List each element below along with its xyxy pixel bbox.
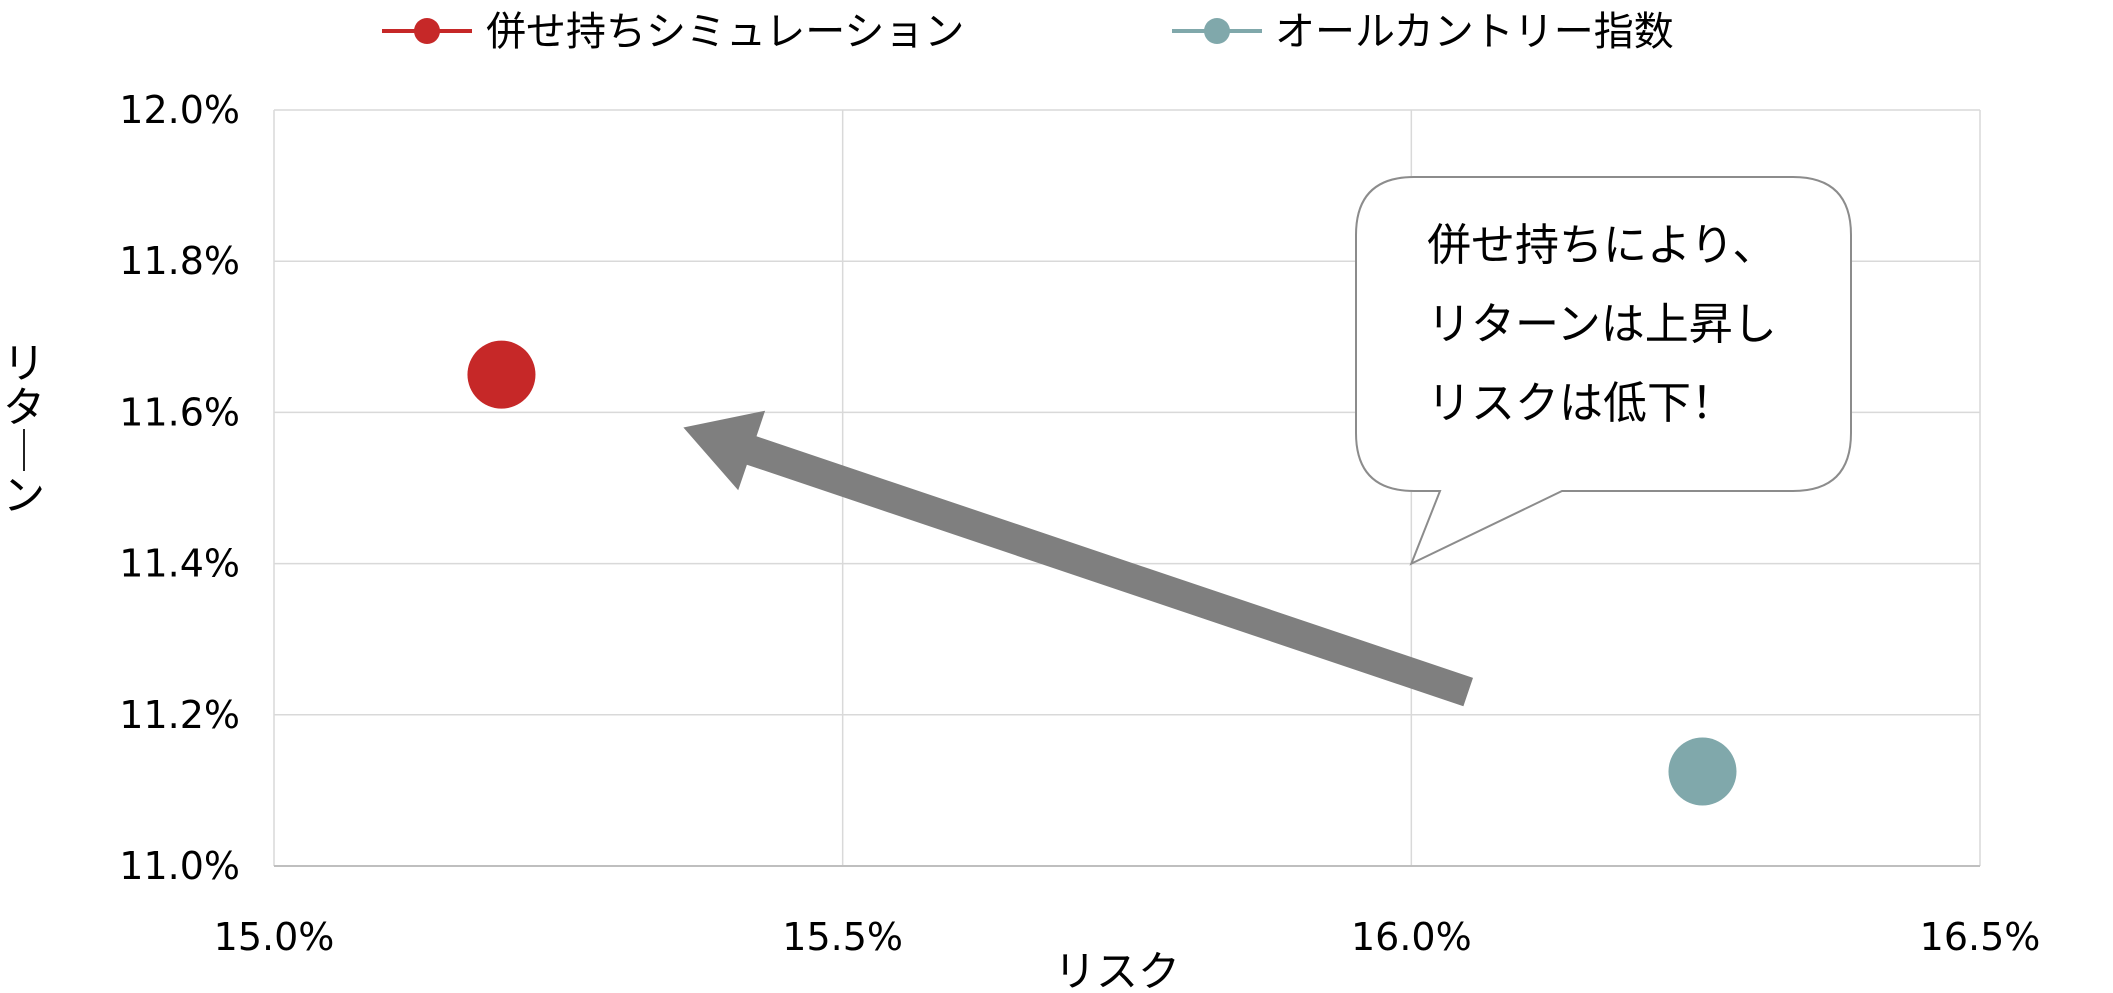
x-tick-label: 16.0%: [1351, 915, 1472, 959]
legend-marker: [1204, 18, 1230, 44]
callout-bubble: [1355, 176, 1852, 566]
simulation-point: [467, 340, 536, 409]
x-tick-label: 16.5%: [1920, 915, 2041, 959]
y-tick-label: 11.6%: [119, 390, 240, 434]
x-axis-title: リスク: [1054, 947, 1180, 993]
all-country-index-point: [1668, 737, 1737, 806]
y-axis-title: リタ｜ン: [3, 339, 45, 520]
y-tick-label: 12.0%: [119, 88, 240, 132]
y-tick-label: 11.0%: [119, 844, 240, 888]
legend-marker: [414, 18, 440, 44]
y-tick-label: 11.8%: [119, 239, 240, 283]
legend-item: オールカントリー指数: [1172, 9, 1674, 55]
x-tick-label: 15.5%: [782, 915, 903, 959]
axis-layer: 11.0% 11.2% 11.4% 11.6% 11.8% 12.0% 15.0% 15.5%…: [119, 88, 2040, 959]
callout-text-line: リターンは上昇し: [1427, 299, 1777, 350]
trend-arrow: [683, 410, 1473, 707]
y-tick-label: 11.4%: [119, 542, 240, 586]
legend: 併せ持ちシミュレーション オールカントリー指数: [382, 9, 1674, 55]
point-layer: [467, 340, 1737, 806]
x-tick-label: 15.0%: [214, 915, 335, 959]
legend-label: 併せ持ちシミュレーション: [486, 9, 964, 55]
callout-text-line: 併せ持ちにより、: [1427, 220, 1776, 271]
legend-item: 併せ持ちシミュレーション: [382, 9, 964, 55]
legend-label: オールカントリー指数: [1275, 9, 1674, 55]
y-tick-label: 11.2%: [119, 693, 240, 737]
callout-text-line: リスクは低下！: [1427, 378, 1735, 429]
